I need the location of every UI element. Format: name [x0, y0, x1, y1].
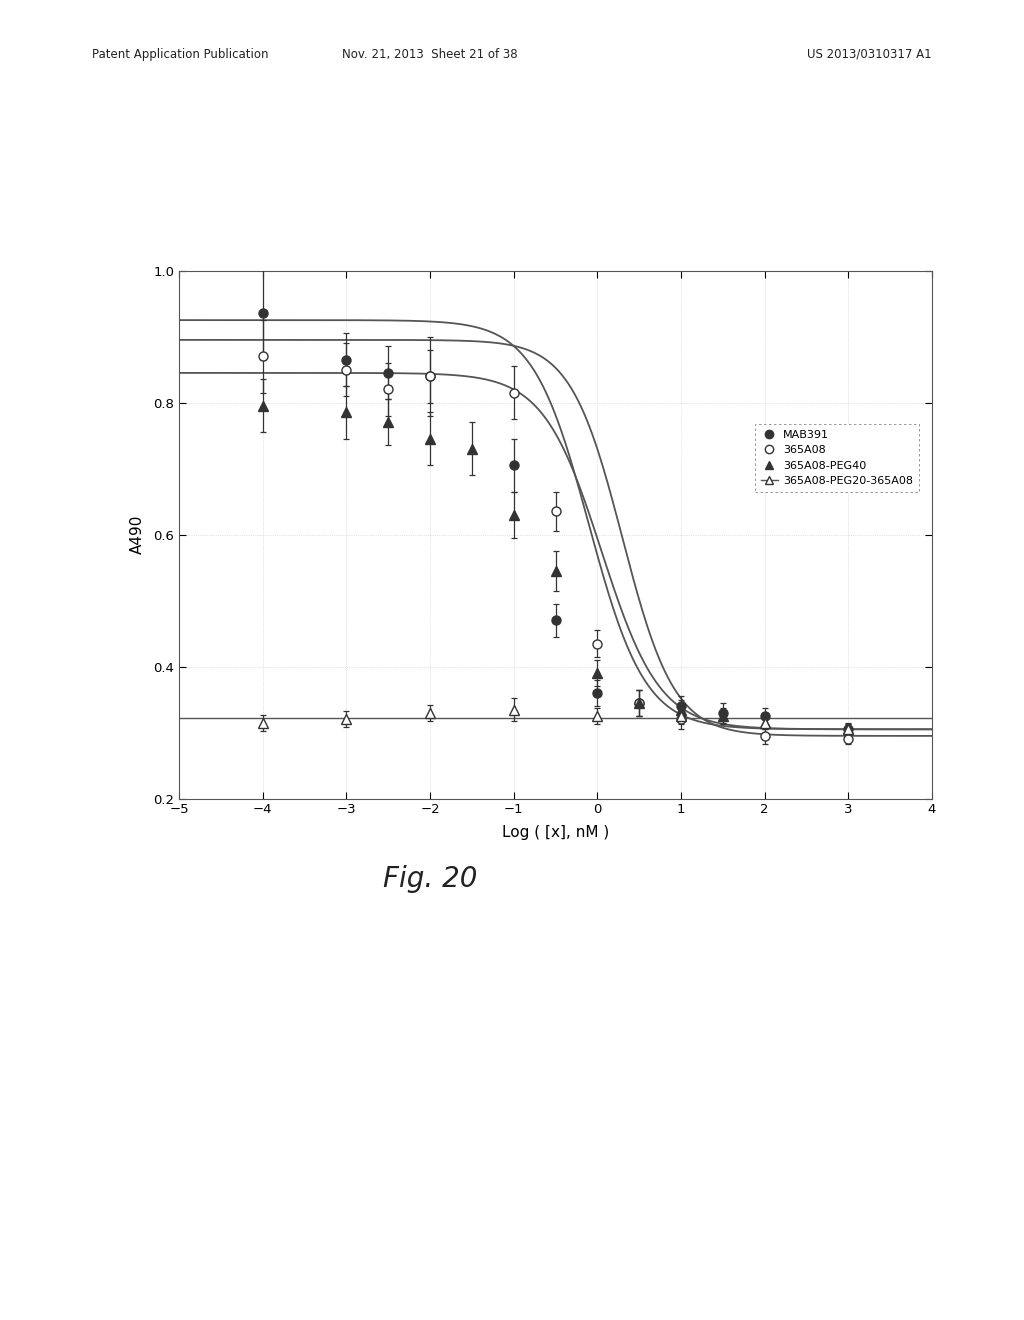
- Text: Patent Application Publication: Patent Application Publication: [92, 48, 268, 61]
- Text: Nov. 21, 2013  Sheet 21 of 38: Nov. 21, 2013 Sheet 21 of 38: [342, 48, 518, 61]
- Legend: MAB391, 365A08, 365A08-PEG40, 365A08-PEG20-365A08: MAB391, 365A08, 365A08-PEG40, 365A08-PEG…: [756, 424, 919, 492]
- Y-axis label: A490: A490: [130, 515, 145, 554]
- X-axis label: Log ( [x], nM ): Log ( [x], nM ): [502, 825, 609, 840]
- Text: US 2013/0310317 A1: US 2013/0310317 A1: [807, 48, 932, 61]
- Text: Fig. 20: Fig. 20: [383, 865, 477, 892]
